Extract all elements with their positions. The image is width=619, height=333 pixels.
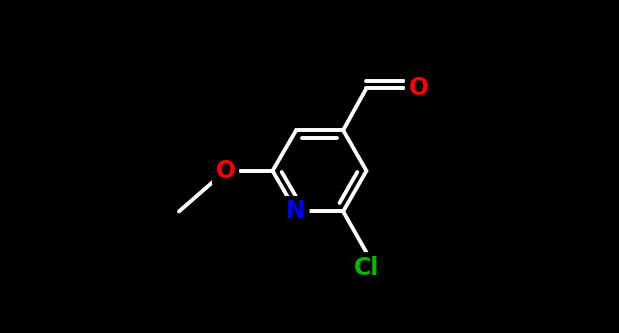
Text: O: O bbox=[409, 76, 428, 100]
Text: N: N bbox=[287, 199, 306, 223]
Text: Cl: Cl bbox=[353, 256, 379, 280]
Text: O: O bbox=[215, 159, 236, 183]
